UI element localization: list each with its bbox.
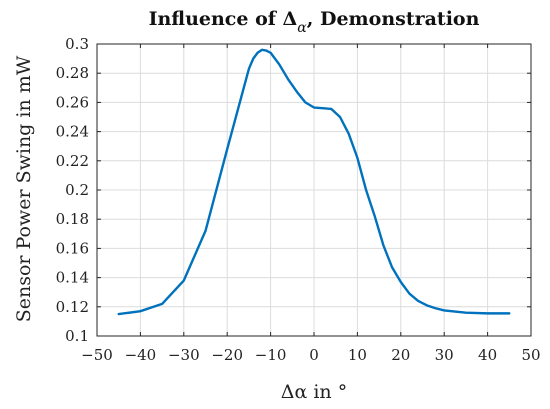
y-tick-label: 0.2 bbox=[65, 181, 89, 199]
y-tick-label: 0.24 bbox=[56, 123, 89, 141]
y-tick-label: 0.3 bbox=[65, 35, 89, 53]
grid bbox=[96, 43, 532, 337]
series-layer bbox=[117, 48, 511, 316]
x-tick-label: −20 bbox=[211, 346, 243, 364]
y-tick-label: 0.22 bbox=[56, 152, 89, 170]
y-tick-label: 0.16 bbox=[56, 239, 89, 257]
y-tick-label: 0.18 bbox=[56, 210, 89, 228]
y-tick-label: 0.1 bbox=[65, 327, 89, 345]
chart-title-rest: , Demonstration bbox=[307, 8, 480, 30]
x-tick-label: 20 bbox=[391, 346, 410, 364]
x-tick-label: −50 bbox=[81, 346, 113, 364]
x-tick-label: 30 bbox=[435, 346, 454, 364]
series-line bbox=[117, 48, 511, 316]
x-tick-label: 0 bbox=[309, 346, 319, 364]
y-tick-label: 0.14 bbox=[56, 269, 89, 287]
y-tick-label: 0.26 bbox=[56, 93, 89, 111]
x-tick-label: 10 bbox=[348, 346, 367, 364]
x-tick-label: −10 bbox=[255, 346, 287, 364]
chart-title-main: Influence of Δ bbox=[149, 8, 298, 30]
x-tick-label: 50 bbox=[521, 346, 540, 364]
y-axis-label: Sensor Power Swing in mW bbox=[13, 55, 35, 322]
x-axis-ticks: −50 −40 −30 −20 −10 0 10 20 30 40 50 bbox=[81, 44, 541, 364]
chart-title: Influence of Δα, Demonstration bbox=[149, 8, 480, 36]
x-tick-label: −30 bbox=[168, 346, 200, 364]
x-tick-label: −40 bbox=[125, 346, 157, 364]
chart-title-subscript: α bbox=[297, 20, 307, 36]
x-axis-label: Δα in ° bbox=[281, 381, 347, 403]
y-axis-ticks: 0.1 0.12 0.14 0.16 0.18 0.2 0.22 0.24 0.26 0.28 0.… bbox=[56, 35, 531, 345]
y-tick-label: 0.12 bbox=[56, 298, 89, 316]
y-tick-label: 0.28 bbox=[56, 64, 89, 82]
x-tick-label: 40 bbox=[478, 346, 497, 364]
